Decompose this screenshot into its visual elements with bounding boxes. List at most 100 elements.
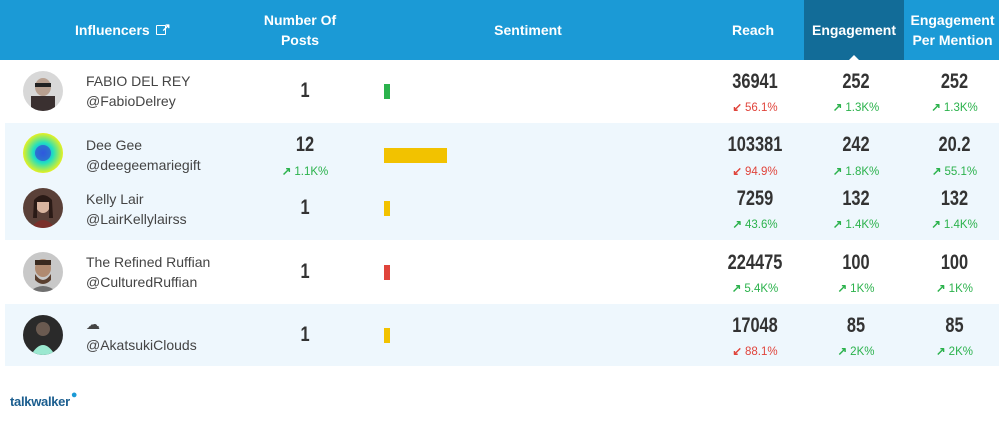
avatar[interactable]	[23, 188, 63, 228]
engagement-value: 100	[842, 251, 870, 274]
reach-value: 103381	[727, 133, 783, 156]
reach-value: 7259	[736, 187, 774, 210]
influencer-name[interactable]: Kelly Lair	[86, 191, 144, 207]
header-influencers[interactable]: Influencers	[75, 0, 185, 60]
table-row[interactable]: Dee Gee @deegeemariegift 12 ↗ 1.1K% 10338…	[5, 123, 999, 179]
header-sentiment-label: Sentiment	[494, 22, 562, 38]
posts-count: 12	[295, 133, 315, 156]
reach-delta: ↙ 94.9%	[710, 164, 800, 178]
epm-delta: ↗ 1.4K%	[908, 217, 999, 231]
engagement-value: 252	[842, 70, 870, 93]
arrow-up-icon: ↗	[931, 102, 941, 114]
epm-value: 20.2	[938, 133, 971, 156]
posts-delta-value: 1.1K%	[294, 166, 329, 178]
avatar[interactable]	[23, 315, 63, 355]
table-row-group	[5, 123, 999, 240]
header-reach[interactable]: Reach	[708, 0, 798, 60]
posts-delta: ↗ 1.1K%	[255, 164, 355, 178]
arrow-up-icon: ↗	[837, 283, 848, 295]
logo-text: talkwalker	[10, 394, 70, 409]
arrow-up-icon: ↗	[832, 219, 843, 231]
epm-delta-value: 2K%	[948, 346, 973, 358]
arrow-up-icon: ↗	[936, 283, 946, 295]
table-header: Influencers Number Of Posts Sentiment Re…	[0, 0, 999, 60]
epm-delta-value: 1K%	[948, 283, 973, 295]
arrow-down-icon: ↙	[732, 102, 743, 114]
header-posts-line1: Number Of	[263, 12, 337, 28]
header-number-of-posts[interactable]: Number Of Posts	[250, 0, 350, 60]
reach-delta-value: 56.1%	[745, 102, 778, 114]
arrow-up-icon: ↗	[837, 346, 848, 358]
reach-delta: ↗ 43.6%	[710, 217, 800, 231]
header-sentiment[interactable]: Sentiment	[458, 0, 598, 60]
posts-count: 1	[300, 323, 310, 346]
reach-delta-value: 94.9%	[745, 166, 778, 178]
table-row[interactable]: The Refined Ruffian @CulturedRuffian 1 2…	[5, 241, 999, 303]
epm-value: 85	[945, 314, 964, 337]
header-epm-line2: Per Mention	[912, 32, 993, 48]
epm-delta: ↗ 1.3K%	[908, 100, 999, 114]
engagement-delta-value: 1K%	[850, 283, 875, 295]
influencer-name[interactable]: FABIO DEL REY	[86, 73, 191, 89]
header-posts-line2: Posts	[280, 32, 320, 48]
avatar[interactable]	[23, 71, 63, 111]
header-epm-line1: Engagement	[910, 12, 995, 28]
table-row[interactable]: FABIO DEL REY @FabioDelrey 1 36941 ↙ 56.1…	[5, 60, 999, 122]
reach-delta-value: 88.1%	[745, 346, 778, 358]
arrow-up-icon: ↗	[936, 346, 946, 358]
influencer-name[interactable]: Dee Gee	[86, 137, 143, 153]
footprint-icon: ●	[70, 389, 78, 401]
engagement-delta-value: 1.8K%	[845, 166, 880, 178]
arrow-up-icon: ↗	[731, 283, 742, 295]
epm-value: 100	[940, 251, 969, 274]
sentiment-bar[interactable]	[384, 84, 390, 99]
sentiment-bar[interactable]	[384, 328, 390, 343]
avatar[interactable]	[23, 133, 63, 173]
reach-value: 36941	[732, 70, 778, 93]
engagement-delta-value: 1.3K%	[845, 102, 880, 114]
table-row[interactable]: Kelly Lair @LairKellylairss 1 7259 ↗ 43.6…	[5, 180, 999, 240]
sentiment-bar[interactable]	[384, 201, 390, 216]
arrow-down-icon: ↙	[732, 166, 743, 178]
header-reach-label: Reach	[731, 22, 775, 38]
influencer-handle[interactable]: @deegeemariegift	[86, 157, 201, 173]
header-influencers-label: Influencers	[75, 22, 150, 38]
arrow-up-icon: ↗	[832, 102, 843, 114]
influencer-handle[interactable]: @AkatsukiClouds	[86, 337, 197, 353]
reach-delta: ↗ 5.4K%	[710, 281, 800, 295]
reach-delta: ↙ 88.1%	[710, 344, 800, 358]
epm-delta-value: 1.4K%	[943, 219, 978, 231]
influencer-name[interactable]: The Refined Ruffian	[86, 254, 211, 270]
reach-delta: ↙ 56.1%	[710, 100, 800, 114]
epm-delta: ↗ 1K%	[908, 281, 999, 295]
engagement-delta: ↗ 2K%	[806, 344, 906, 358]
engagement-value: 242	[842, 133, 870, 156]
influencer-handle[interactable]: @CulturedRuffian	[86, 274, 198, 290]
posts-count: 1	[300, 79, 310, 102]
arrow-up-icon: ↗	[732, 219, 743, 231]
arrow-down-icon: ↙	[732, 346, 743, 358]
external-link-icon[interactable]	[155, 18, 171, 38]
epm-value: 252	[940, 70, 969, 93]
epm-delta: ↗ 2K%	[908, 344, 999, 358]
avatar[interactable]	[23, 252, 63, 292]
table-row[interactable]: ☁ @AkatsukiClouds 1 17048 ↙ 88.1% 85 ↗ 2K%…	[5, 304, 999, 366]
influencer-handle[interactable]: @LairKellylairss	[86, 211, 187, 227]
reach-delta-value: 43.6%	[745, 219, 778, 231]
epm-value: 132	[940, 187, 969, 210]
engagement-delta-value: 1.4K%	[845, 219, 880, 231]
engagement-value: 85	[846, 314, 866, 337]
arrow-up-icon: ↗	[281, 166, 292, 178]
sentiment-bar[interactable]	[384, 148, 447, 163]
engagement-value: 132	[842, 187, 870, 210]
header-engagement-label: Engagement	[811, 22, 896, 38]
reach-value: 224475	[727, 251, 783, 274]
posts-count: 1	[300, 196, 310, 219]
engagement-delta: ↗ 1.4K%	[806, 217, 906, 231]
header-engagement-per-mention[interactable]: Engagement Per Mention	[906, 0, 999, 60]
influencer-name[interactable]: ☁	[86, 316, 100, 332]
influencer-handle[interactable]: @FabioDelrey	[86, 93, 176, 109]
sentiment-bar[interactable]	[384, 265, 390, 280]
header-engagement[interactable]: Engagement	[804, 0, 904, 60]
epm-delta: ↗ 55.1%	[908, 164, 999, 178]
